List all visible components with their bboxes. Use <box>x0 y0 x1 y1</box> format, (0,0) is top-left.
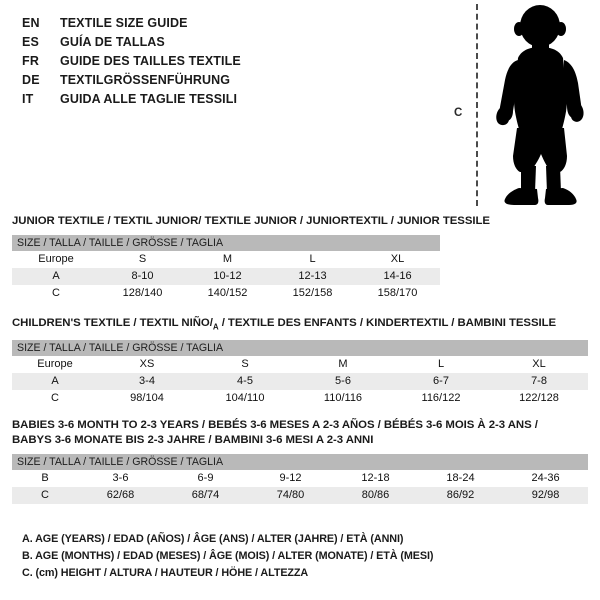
cell: 12-18 <box>333 470 418 487</box>
junior-section-title: JUNIOR TEXTILE / TEXTIL JUNIOR/ TEXTILE … <box>12 215 490 227</box>
cell: XL <box>355 251 441 268</box>
language-title: TEXTILGRÖSSENFÜHRUNG <box>60 73 231 87</box>
cell: 92/98 <box>503 487 589 504</box>
cell: 24-36 <box>503 470 589 487</box>
language-code: FR <box>22 54 40 68</box>
cell: 14-16 <box>355 268 441 285</box>
legend-row-b: B. AGE (MONTHS) / EDAD (MESES) / ÂGE (MO… <box>22 550 434 562</box>
section-babies: BABIES 3-6 MONTH TO 2-3 YEARS / BEBÉS 3-… <box>12 418 589 504</box>
language-title: GUÍA DE TALLAS <box>60 35 165 49</box>
table-row: A 3-4 4-5 5-6 6-7 7-8 <box>12 373 589 391</box>
language-code: EN <box>22 16 40 30</box>
language-title: TEXTILE SIZE GUIDE <box>60 16 188 30</box>
table-band-row: SIZE / TALLA / TAILLE / GRÖSSE / TAGLIA <box>12 235 441 251</box>
cell: M <box>185 251 270 268</box>
babies-band-label: SIZE / TALLA / TAILLE / GRÖSSE / TAGLIA <box>12 454 589 470</box>
row-label: A <box>12 268 100 285</box>
cell: 12-13 <box>270 268 355 285</box>
height-measure-label: C <box>454 107 463 119</box>
cell: 3-4 <box>98 373 196 391</box>
cell: 110/116 <box>294 390 392 408</box>
header: EN TEXTILE SIZE GUIDE ES GUÍA DE TALLAS … <box>0 0 600 212</box>
cell: 104/110 <box>196 390 294 408</box>
children-title-pre: CHILDREN'S TEXTILE / TEXTIL NIÑO/ <box>12 317 213 329</box>
table-row: C 128/140 140/152 152/158 158/170 <box>12 285 441 302</box>
children-title-post: / TEXTILE DES ENFANTS / KINDERTEXTIL / B… <box>218 317 557 329</box>
legend: A. AGE (YEARS) / EDAD (AÑOS) / ÂGE (ANS)… <box>22 531 433 582</box>
children-title-subscript: A <box>212 322 219 332</box>
language-row-de: DE TEXTILGRÖSSENFÜHRUNG <box>22 71 422 90</box>
cell: 86/92 <box>418 487 503 504</box>
cell: XS <box>98 356 196 374</box>
table-band-row: SIZE / TALLA / TAILLE / GRÖSSE / TAGLIA <box>12 454 589 470</box>
row-label: C <box>12 390 98 408</box>
cell: 9-12 <box>248 470 333 487</box>
cell: S <box>196 356 294 374</box>
cell: L <box>270 251 355 268</box>
cell: S <box>100 251 185 268</box>
cell: M <box>294 356 392 374</box>
cell: 152/158 <box>270 285 355 302</box>
children-size-table: SIZE / TALLA / TAILLE / GRÖSSE / TAGLIA … <box>12 340 589 408</box>
cell: 6-7 <box>392 373 490 391</box>
language-row-fr: FR GUIDE DES TAILLES TEXTILE <box>22 52 422 71</box>
cell: 3-6 <box>78 470 163 487</box>
babies-section-title-line1: BABIES 3-6 MONTH TO 2-3 YEARS / BEBÉS 3-… <box>12 419 538 431</box>
language-title: GUIDA ALLE TAGLIE TESSILI <box>60 92 238 106</box>
row-label: B <box>12 470 78 487</box>
babies-section-title-line2: BABYS 3-6 MONATE BIS 2-3 JAHRE / BAMBINI… <box>12 434 374 446</box>
junior-size-table: SIZE / TALLA / TAILLE / GRÖSSE / TAGLIA … <box>12 235 441 302</box>
cell: 5-6 <box>294 373 392 391</box>
children-section-title: CHILDREN'S TEXTILE / TEXTIL NIÑO/A / TEX… <box>12 316 588 334</box>
cell: XL <box>490 356 589 374</box>
babies-size-table: SIZE / TALLA / TAILLE / GRÖSSE / TAGLIA … <box>12 454 589 504</box>
language-title-list: EN TEXTILE SIZE GUIDE ES GUÍA DE TALLAS … <box>22 14 422 109</box>
cell: 116/122 <box>392 390 490 408</box>
toddler-silhouette-icon <box>496 5 584 205</box>
cell: 80/86 <box>333 487 418 504</box>
table-row: Europe S M L XL <box>12 251 441 268</box>
language-code: ES <box>22 35 40 49</box>
junior-band-label: SIZE / TALLA / TAILLE / GRÖSSE / TAGLIA <box>12 235 441 251</box>
cell: 68/74 <box>163 487 248 504</box>
section-children: CHILDREN'S TEXTILE / TEXTIL NIÑO/A / TEX… <box>12 316 589 408</box>
legend-row-a: A. AGE (YEARS) / EDAD (AÑOS) / ÂGE (ANS)… <box>22 533 404 545</box>
cell: 140/152 <box>185 285 270 302</box>
cell: L <box>392 356 490 374</box>
cell: 98/104 <box>98 390 196 408</box>
row-label: A <box>12 373 98 391</box>
cell: 128/140 <box>100 285 185 302</box>
cell: 10-12 <box>185 268 270 285</box>
table-row: C 98/104 104/110 110/116 116/122 122/128 <box>12 390 589 408</box>
language-code: IT <box>22 92 34 106</box>
height-dashed-line <box>476 4 478 206</box>
cell: 7-8 <box>490 373 589 391</box>
language-title: GUIDE DES TAILLES TEXTILE <box>60 54 241 68</box>
language-row-it: IT GUIDA ALLE TAGLIE TESSILI <box>22 90 422 109</box>
cell: 122/128 <box>490 390 589 408</box>
row-label: C <box>12 487 78 504</box>
table-row: C 62/68 68/74 74/80 80/86 86/92 92/98 <box>12 487 589 504</box>
row-label: Europe <box>12 356 98 374</box>
language-row-en: EN TEXTILE SIZE GUIDE <box>22 14 422 33</box>
cell: 6-9 <box>163 470 248 487</box>
section-junior: JUNIOR TEXTILE / TEXTIL JUNIOR/ TEXTILE … <box>12 214 490 302</box>
table-row: A 8-10 10-12 12-13 14-16 <box>12 268 441 285</box>
figure-area: C <box>440 0 600 212</box>
row-label: C <box>12 285 100 302</box>
cell: 74/80 <box>248 487 333 504</box>
cell: 62/68 <box>78 487 163 504</box>
children-band-label: SIZE / TALLA / TAILLE / GRÖSSE / TAGLIA <box>12 340 589 357</box>
cell: 158/170 <box>355 285 441 302</box>
cell: 18-24 <box>418 470 503 487</box>
language-code: DE <box>22 73 40 87</box>
row-label: Europe <box>12 251 100 268</box>
language-row-es: ES GUÍA DE TALLAS <box>22 33 422 52</box>
table-band-row: SIZE / TALLA / TAILLE / GRÖSSE / TAGLIA <box>12 340 589 357</box>
legend-row-c: C. (cm) HEIGHT / ALTURA / HAUTEUR / HÖHE… <box>22 567 309 579</box>
cell: 4-5 <box>196 373 294 391</box>
table-row: B 3-6 6-9 9-12 12-18 18-24 24-36 <box>12 470 589 487</box>
table-row: Europe XS S M L XL <box>12 356 589 374</box>
cell: 8-10 <box>100 268 185 285</box>
